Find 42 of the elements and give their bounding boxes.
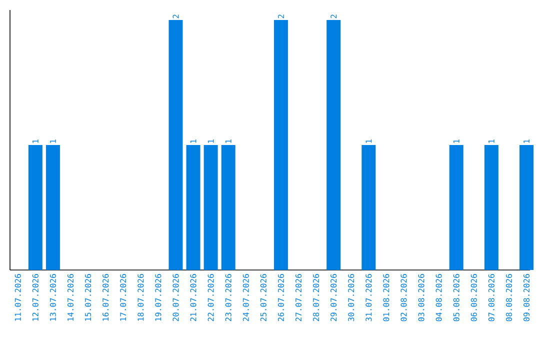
x-tick-label: 14.07.2026 <box>67 274 74 321</box>
x-tick-label: 18.07.2026 <box>138 274 144 321</box>
x-tick-label: 17.07.2026 <box>120 274 126 321</box>
x-tick-label: 26.07.2026 <box>278 274 284 322</box>
data-label: 1 <box>50 140 56 143</box>
x-tick-label: 21.07.2026 <box>190 274 196 322</box>
data-label: 1 <box>208 140 214 143</box>
x-tick-label: 04.08.2026 <box>436 274 442 322</box>
data-label: 1 <box>488 140 494 143</box>
x-tick-label: 11.07.2026 <box>14 274 21 321</box>
data-label: 1 <box>524 140 530 143</box>
data-label: 2 <box>330 14 337 18</box>
x-tick-label: 31.07.2026 <box>366 274 372 322</box>
x-tick-label: 06.08.2026 <box>470 274 477 322</box>
x-tick-label: 02.08.2026 <box>400 274 407 322</box>
data-label: 2 <box>278 14 284 18</box>
x-tick-label: 27.07.2026 <box>295 274 302 322</box>
x-tick-label: 07.08.2026 <box>488 274 494 322</box>
x-tick-label: 30.07.2026 <box>348 274 354 322</box>
x-tick-label: 09.08.2026 <box>523 274 530 322</box>
x-tick-label: 24.07.2026 <box>242 274 249 322</box>
data-label: 1 <box>366 140 372 143</box>
data-label: 1 <box>190 140 196 143</box>
x-tick-label: 01.08.2026 <box>383 274 390 322</box>
data-label: 2 <box>172 14 179 18</box>
x-tick-label: 29.07.2026 <box>330 274 337 322</box>
x-tick-label: 15.07.2026 <box>85 274 92 321</box>
x-tick-label: 03.08.2026 <box>418 274 424 322</box>
data-label: 1 <box>225 140 232 143</box>
x-tick-label: 25.07.2026 <box>260 274 266 322</box>
x-tick-label: 22.07.2026 <box>208 274 214 322</box>
x-tick-label: 13.07.2026 <box>50 274 56 321</box>
x-tick-label: 23.07.2026 <box>225 274 232 322</box>
x-tick-label: 20.07.2026 <box>172 274 179 322</box>
x-tick-label: 08.08.2026 <box>506 274 512 322</box>
x-tick-label: 05.08.2026 <box>453 274 460 322</box>
x-tick-label: 12.07.2026 <box>32 274 38 321</box>
x-tick-label: 19.07.2026 <box>155 274 162 321</box>
x-tick-label: 16.07.2026 <box>102 274 109 321</box>
data-label: 1 <box>453 140 460 143</box>
data-label: 1 <box>32 140 38 143</box>
x-tick-label: 28.07.2026 <box>313 274 320 322</box>
